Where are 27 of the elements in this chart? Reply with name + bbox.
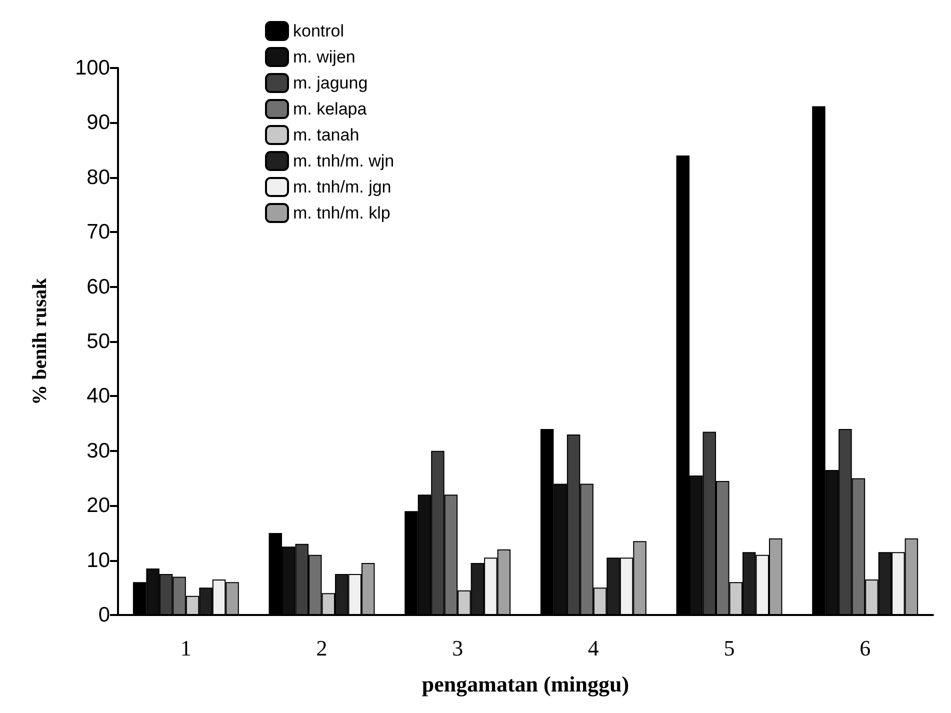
x-tick-label: 6 bbox=[860, 636, 871, 660]
y-tick-label: 80 bbox=[86, 166, 110, 189]
x-tick-label: 4 bbox=[588, 636, 599, 660]
y-tick-label: 20 bbox=[86, 494, 110, 518]
legend-label: m. tanah bbox=[293, 126, 360, 144]
legend-label: m. tnh/m. klp bbox=[293, 204, 390, 222]
y-tick-label: 90 bbox=[86, 111, 110, 134]
x-tick-label: 3 bbox=[452, 636, 464, 660]
y-tick-label: 70 bbox=[86, 220, 110, 244]
y-tick-label: 10 bbox=[86, 548, 110, 572]
legend-label: m. jagung bbox=[293, 74, 368, 92]
y-tick-label: 30 bbox=[86, 439, 110, 462]
legend-label: m. tnh/m. jgn bbox=[293, 178, 392, 196]
x-tick-label: 5 bbox=[724, 636, 735, 660]
y-tick-label: 0 bbox=[98, 604, 110, 626]
legend-label: m. wijen bbox=[293, 48, 356, 66]
x-tick-label: 2 bbox=[316, 636, 328, 660]
x-tick-label: 1 bbox=[180, 636, 192, 660]
y-axis-title: % benih rusak bbox=[29, 277, 51, 405]
y-tick-label: 40 bbox=[86, 384, 110, 408]
legend-label: kontrol bbox=[293, 22, 344, 40]
legend-label: m. tnh/m. wjn bbox=[293, 152, 394, 170]
x-axis-title: pengamatan (minggu) bbox=[422, 672, 630, 696]
y-tick-label: 60 bbox=[86, 275, 110, 298]
y-tick-label: 100 bbox=[74, 56, 110, 80]
y-tick-label: 50 bbox=[86, 330, 110, 353]
legend-label: m. kelapa bbox=[293, 100, 368, 118]
